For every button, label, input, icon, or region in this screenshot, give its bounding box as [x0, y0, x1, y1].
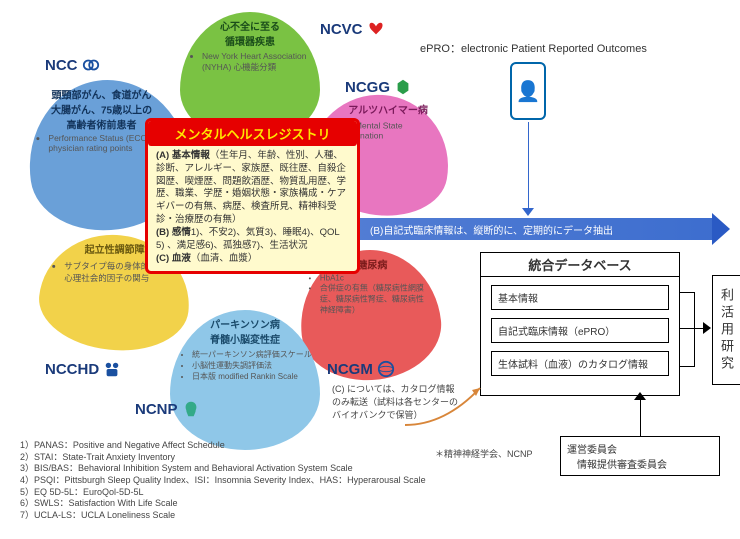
database-group: 統合データベース 基本情報 自記式臨床情報（ePRO） 生体試料（血液）のカタロ…: [480, 252, 680, 396]
connector-line: [680, 292, 694, 293]
connector-line: [694, 292, 695, 367]
org-ncc: NCC: [45, 56, 100, 74]
db-item-1: 自記式臨床情報（ePRO）: [491, 318, 669, 343]
arrow-head-icon: [712, 213, 730, 245]
footnote-6: 6）SWLS：Satisfaction With Life Scale: [20, 498, 440, 510]
epro-label: ePRO：electronic Patient Reported Outcome…: [420, 40, 647, 56]
footnote-7: 7）UCLA-LS：UCLA Loneliness Scale: [20, 510, 440, 522]
note-star: ＊精神神経学会、NCNP: [435, 447, 533, 460]
committee-line2: 情報提供審査委員会: [567, 456, 713, 471]
center-c-label: (C) 血液: [156, 253, 191, 264]
ncchd-icon: [103, 360, 121, 378]
db-item-0: 基本情報: [491, 285, 669, 310]
org-ncgg: NCGG: [345, 78, 412, 96]
curve-arrow-icon: [400, 380, 490, 430]
footnote-1: 1）PANAS：Positive and Negative Affect Sch…: [20, 440, 440, 452]
arrow-down-icon: [522, 208, 534, 216]
petal-green-item: New York Heart Association (NYHA) 心機能分類: [202, 51, 312, 73]
connector-line: [680, 366, 694, 367]
center-title: メンタルヘルスレジストリ: [148, 121, 357, 146]
arrow-text: (B)自記式臨床情報は、縦断的に、定期的にデータ抽出: [360, 218, 712, 240]
extract-arrow: (B)自記式臨床情報は、縦断的に、定期的にデータ抽出: [360, 213, 730, 245]
footnote-3: 3）BIS/BAS：Behavioral Inhibition System a…: [20, 463, 440, 475]
center-b-label: (B) 感情: [156, 227, 191, 238]
connector-line: [680, 328, 694, 329]
petal-lb-item-2: 日本版 modified Rankin Scale: [192, 371, 312, 382]
center-c-text: （血清、血漿）: [191, 253, 258, 264]
org-ncvc: NCVC: [320, 20, 385, 38]
footnote-4: 4）PSQI：Pittsburgh Sleep Quality Index、IS…: [20, 475, 440, 487]
petal-lightblue: パーキンソン病 脊髄小脳変性症 統一パーキンソン病評価スケール 小脳性運動失調評…: [170, 310, 320, 450]
center-body: (A) 基本情報（生年月、年齢、性別、人種、診断、アレルギー、家族歴、既往歴、自…: [156, 150, 349, 265]
footnote-2: 2）STAI：State-Trait Anxiety Inventory: [20, 452, 440, 464]
org-ncgg-label: NCGG: [345, 79, 390, 96]
utilization-box: 利活用研究: [712, 275, 740, 385]
org-ncgm: NCGM: [327, 360, 395, 378]
center-a-label: (A) 基本情報: [156, 150, 210, 161]
ncnp-icon: [182, 400, 200, 418]
org-ncnp-label: NCNP: [135, 401, 178, 418]
connector-line: [528, 122, 529, 212]
ncc-icon: [82, 56, 100, 74]
org-ncgm-label: NCGM: [327, 361, 373, 378]
committee-box: 運営委員会 情報提供審査委員会: [560, 436, 720, 476]
ncgg-icon: [394, 78, 412, 96]
org-ncchd: NCCHD: [45, 360, 121, 378]
center-registry-box: メンタルヘルスレジストリ (A) 基本情報（生年月、年齢、性別、人種、診断、アレ…: [145, 118, 360, 274]
center-a-text: （生年月、年齢、性別、人種、診断、アレルギー、家族歴、既往歴、自殺企図歴、喫煙歴…: [156, 150, 346, 225]
ncgm-icon: [377, 360, 395, 378]
org-ncc-label: NCC: [45, 57, 78, 74]
petal-lightblue-title: パーキンソン病 脊髄小脳変性症: [178, 316, 312, 346]
org-ncchd-label: NCCHD: [45, 361, 99, 378]
petal-red-item-0: HbA1c: [320, 273, 430, 282]
petal-green-title: 心不全に至る 循環器疾患: [188, 18, 312, 48]
petal-lb-item-1: 小脳性運動失調評価法: [192, 360, 312, 371]
org-ncvc-label: NCVC: [320, 21, 363, 38]
org-ncnp: NCNP: [135, 400, 200, 418]
petal-red-item-1: 合併症の有無（糖尿病性網膜症、糖尿病性腎症、糖尿病性神経障害）: [320, 282, 430, 315]
arrow-up-icon: [634, 392, 646, 400]
committee-line1: 運営委員会: [567, 441, 713, 456]
phone-icon: [510, 62, 546, 120]
petal-lb-item-0: 統一パーキンソン病評価スケール: [192, 349, 312, 360]
ncvc-icon: [367, 20, 385, 38]
footnotes: 1）PANAS：Positive and Negative Affect Sch…: [20, 440, 440, 522]
footnote-5: 5）EQ 5D-5L：EuroQol-5D-5L: [20, 487, 440, 499]
petal-pink-title: アルツハイマー病: [326, 102, 450, 117]
db-title: 統合データベース: [481, 253, 679, 277]
arrow-head-icon: [703, 322, 711, 334]
connector-line: [640, 396, 641, 436]
db-item-2: 生体試料（血液）のカタログ情報: [491, 351, 669, 376]
